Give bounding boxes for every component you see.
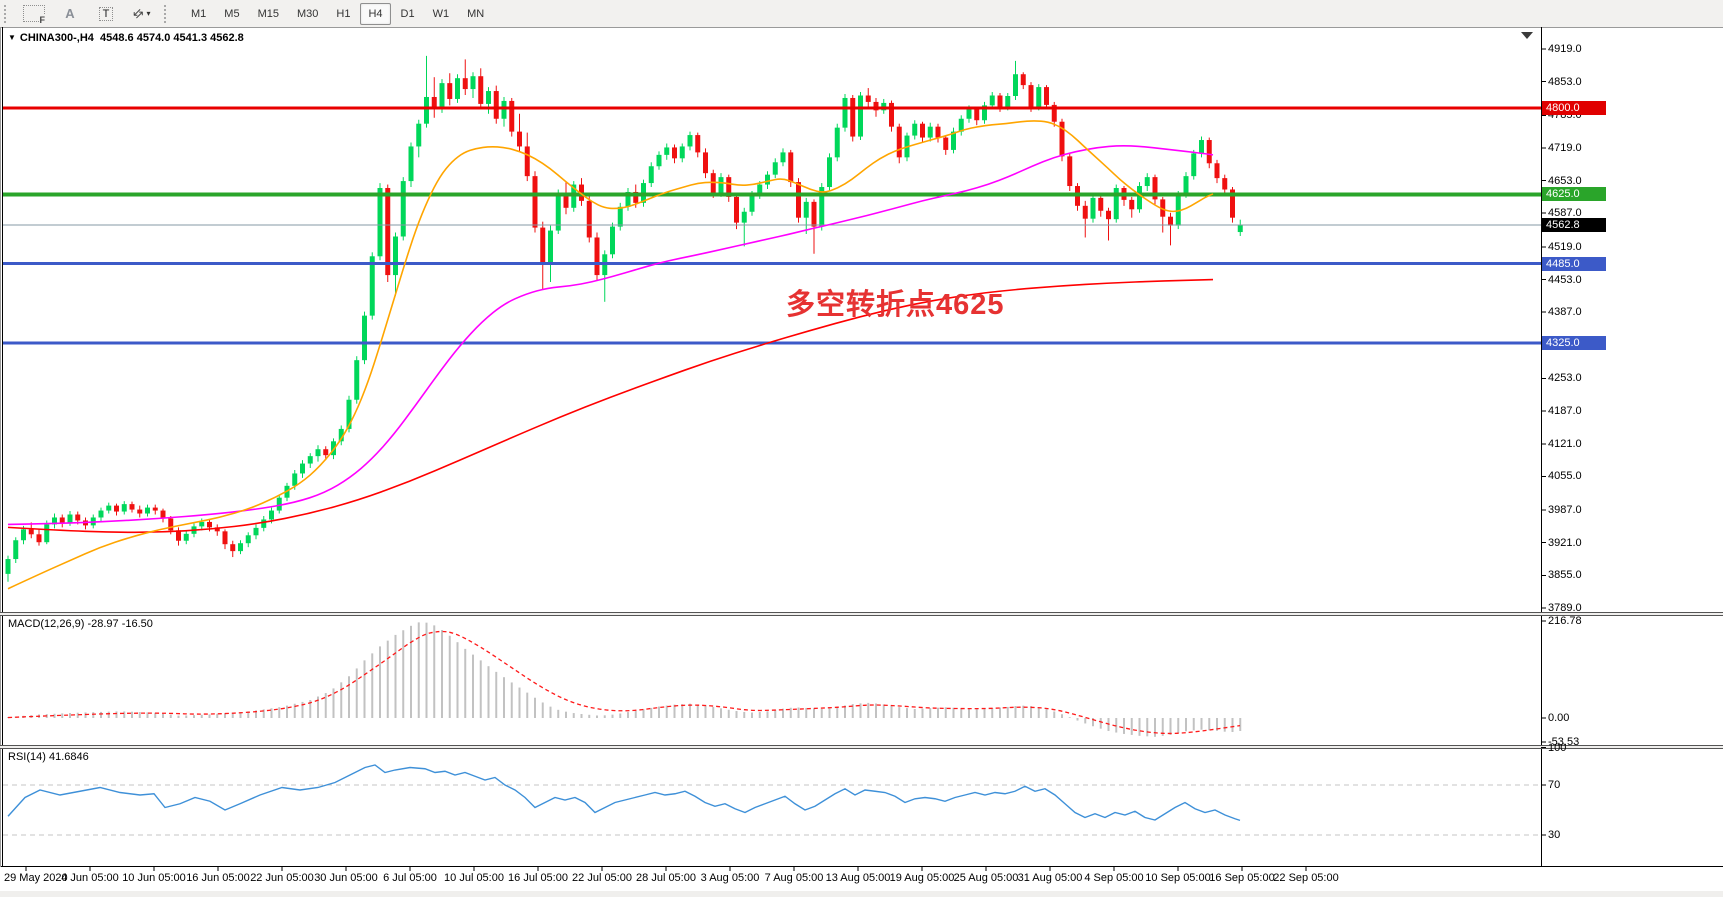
timeframe-button-m15[interactable]: M15 <box>257 7 279 20</box>
timeframe-button-h1[interactable]: H1 <box>336 7 351 20</box>
price-axis-label: 4919.0 <box>1548 43 1582 55</box>
text-box-icon: T <box>98 6 114 21</box>
price-axis-label: 4121.0 <box>1548 437 1582 450</box>
ma-slow-line <box>7 278 1214 534</box>
rsi-indicator-label: RSI(14) 41.6846 <box>8 751 89 763</box>
toolbar-grip[interactable] <box>164 4 172 23</box>
price-axis-label: 4387.0 <box>1548 306 1582 319</box>
rsi-line <box>7 764 1241 822</box>
price-badge-4325.0: 4325.0 <box>1542 335 1606 350</box>
macd-histogram <box>7 622 1242 737</box>
date-axis-label: 30 Jun 05:00 <box>314 872 378 884</box>
arrows-tool-button[interactable]: ⇵ ▾ <box>125 3 159 25</box>
rsi-axis-label: 100 <box>1548 741 1567 754</box>
chart-shift-marker-icon[interactable] <box>1521 32 1533 39</box>
chevron-down-icon[interactable]: ▾ <box>146 9 151 18</box>
date-axis-label: 31 Aug 05:00 <box>1017 872 1083 884</box>
timeframe-button-d1[interactable]: D1 <box>400 7 415 20</box>
price-axis-label: 4253.0 <box>1548 372 1582 385</box>
date-axis-label: 10 Jul 05:00 <box>444 872 504 884</box>
rsi-axis-label: 30 <box>1548 829 1561 841</box>
price-axis-label: 4055.0 <box>1548 470 1582 483</box>
date-axis-label: 3 Aug 05:00 <box>700 872 760 884</box>
date-axis-label: 22 Jun 05:00 <box>250 872 314 884</box>
date-axis-label: 16 Sep 05:00 <box>1209 872 1275 884</box>
price-badge-4800.0: 4800.0 <box>1542 100 1606 115</box>
chart-title[interactable]: ▼ CHINA300-,H4 4548.6 4574.0 4541.3 4562.… <box>8 32 244 44</box>
date-axis-label: 22 Jul 05:00 <box>572 872 632 884</box>
price-axis-label: 3921.0 <box>1548 536 1582 549</box>
date-axis-label: 16 Jun 05:00 <box>186 872 250 884</box>
dropdown-triangle-icon[interactable]: ▼ <box>8 33 16 42</box>
price-axis-label: 4187.0 <box>1548 405 1582 418</box>
price-badge-4625.0: 4625.0 <box>1542 187 1606 202</box>
price-badge-4562.8: 4562.8 <box>1542 218 1606 233</box>
date-axis-label: 4 Jun 05:00 <box>61 872 119 884</box>
ma-fast-line <box>7 120 1214 590</box>
price-axis-label: 4853.0 <box>1548 75 1582 88</box>
price-axis-label: 3789.0 <box>1548 602 1582 614</box>
price-axis-label: 4453.0 <box>1548 273 1582 286</box>
date-axis-label: 28 Jul 05:00 <box>636 872 696 884</box>
annotation-text[interactable]: 多空转折点4625 <box>786 289 1005 321</box>
date-axis-label: 13 Aug 05:00 <box>825 872 891 884</box>
date-axis-label: 6 Jul 05:00 <box>383 872 437 884</box>
bottom-strip <box>0 891 1723 897</box>
date-axis-label: 10 Jun 05:00 <box>122 872 186 884</box>
price-axis-label: 4719.0 <box>1548 141 1582 154</box>
date-axis-label: 7 Aug 05:00 <box>764 872 824 884</box>
symbol-name: CHINA300-,H4 <box>19 32 94 44</box>
toolbar-grip[interactable] <box>4 4 12 23</box>
rsi-axis-label: 70 <box>1548 779 1561 791</box>
date-axis-label: 22 Sep 05:00 <box>1273 872 1339 884</box>
macd-indicator-label: MACD(12,26,9) -28.97 -16.50 <box>8 618 153 630</box>
fibonacci-tool-button[interactable]: F <box>17 3 51 25</box>
date-axis-label: 29 May 2020 <box>4 872 68 884</box>
timeframe-button-m1[interactable]: M1 <box>191 7 207 20</box>
ohlc-values: 4548.6 4574.0 4541.3 4562.8 <box>100 32 244 44</box>
timeframe-button-mn[interactable]: MN <box>467 7 485 20</box>
date-axis-label: 16 Jul 05:00 <box>508 872 568 884</box>
panel-splitter[interactable] <box>0 745 1723 749</box>
macd-axis-label: 0.00 <box>1548 712 1570 724</box>
macd-signal-line <box>7 630 1241 735</box>
fibonacci-icon: F <box>23 5 46 25</box>
top-toolbar: F A T ⇵ ▾ M1 M5 M15 M30 H1 H4 D1 W1 MN <box>0 0 1723 28</box>
timeframe-button-h4[interactable]: H4 <box>360 2 391 25</box>
timeframe-toolbar: M1 M5 M15 M30 H1 H4 D1 W1 MN <box>182 2 493 25</box>
date-axis-label: 4 Sep 05:00 <box>1084 872 1144 884</box>
macd-axis-label: -53.53 <box>1548 735 1580 748</box>
text-box-tool-button[interactable]: T <box>89 3 123 25</box>
text-label-icon: A <box>65 6 75 21</box>
price-axis-label: 3855.0 <box>1548 569 1582 582</box>
price-badge-4485.0: 4485.0 <box>1542 256 1606 271</box>
price-axis-label: 4653.0 <box>1548 174 1582 187</box>
ma-mid-line <box>7 144 1214 526</box>
price-axis-label: 4519.0 <box>1548 240 1582 253</box>
timeframe-button-m5[interactable]: M5 <box>224 7 240 20</box>
date-axis-label: 10 Sep 05:00 <box>1145 872 1211 884</box>
date-axis-label: 25 Aug 05:00 <box>953 872 1019 884</box>
candles-layer <box>5 55 1243 582</box>
panel-splitter[interactable] <box>0 612 1723 616</box>
macd-axis-label: 216.78 <box>1548 614 1582 627</box>
timeframe-button-m30[interactable]: M30 <box>296 7 319 20</box>
text-label-tool-button[interactable]: A <box>53 3 87 25</box>
date-axis-label: 19 Aug 05:00 <box>889 872 955 884</box>
price-axis-label: 4587.0 <box>1548 207 1582 220</box>
timeframe-button-w1[interactable]: W1 <box>432 7 450 20</box>
price-axis-label: 3987.0 <box>1548 504 1582 517</box>
